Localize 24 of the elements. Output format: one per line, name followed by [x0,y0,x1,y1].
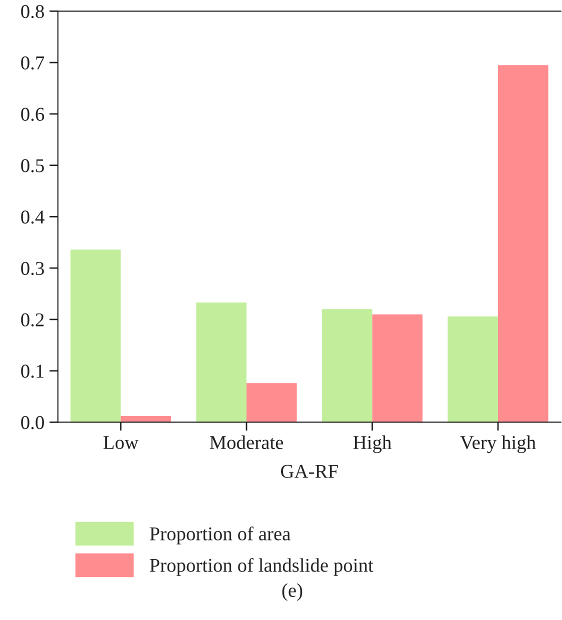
x-axis-title: GA-RF [281,464,338,478]
bar [498,65,548,422]
y-tick-label: 0.7 [21,56,44,70]
bar [196,302,247,422]
x-tick-label: Low [104,436,138,450]
y-tick-label: 0.3 [21,262,44,276]
text: (e) [282,583,302,601]
legend-label: Proportion of landslide point [150,558,374,576]
x-tick-label: Moderate [210,435,284,450]
bar [70,250,121,422]
y-tick-label: 0.5 [21,159,44,172]
y-tick-label: 0.8 [21,4,44,18]
bar [246,383,297,422]
bar [322,309,372,422]
x-tick-label: Very high [460,435,536,454]
y-tick-label: 0.4 [21,210,44,224]
x-tick-label: High [353,435,392,454]
y-tick-label: 0.2 [21,313,44,326]
bar [372,314,423,422]
y-tick-label: 0.6 [21,108,44,121]
y-tick-label: 0.1 [21,364,44,378]
y-tick-label: 0.0 [21,416,44,430]
legend-label: Proportion of area [150,526,290,544]
bar [448,316,498,422]
